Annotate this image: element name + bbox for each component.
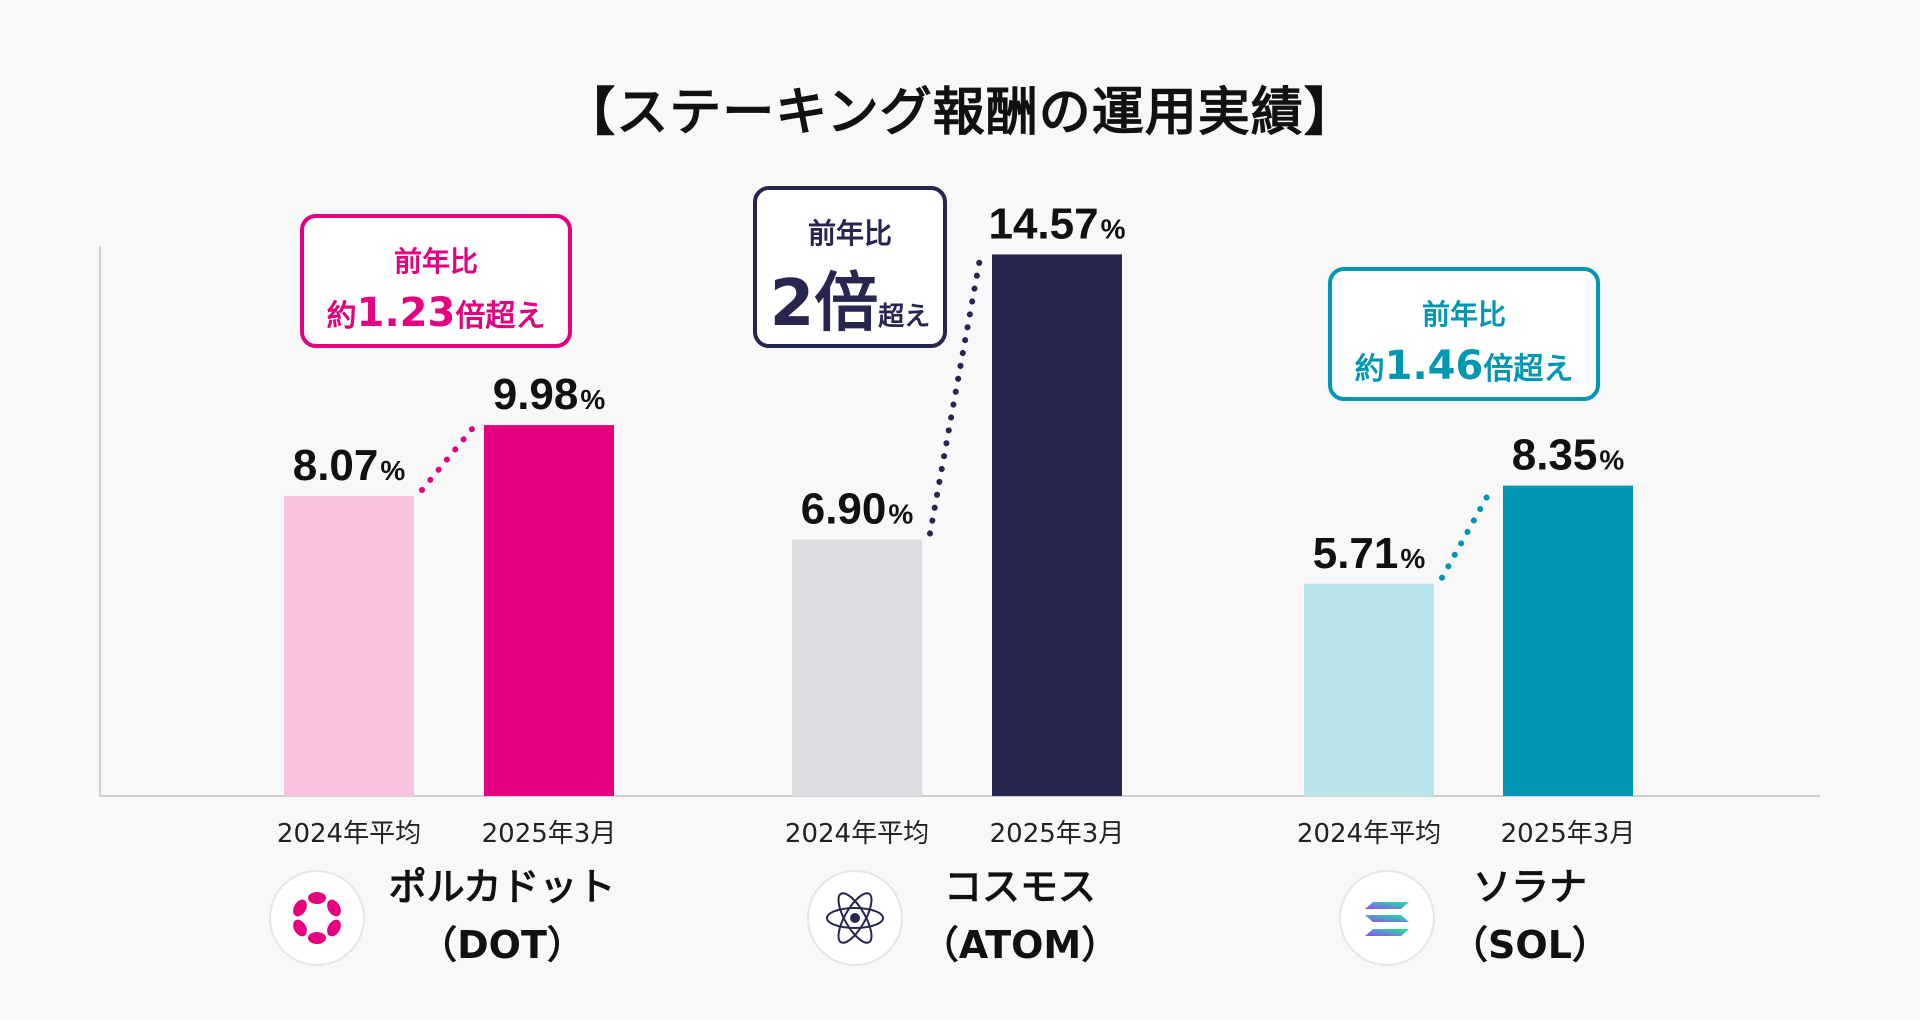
- dot-badge-prefix: 約: [326, 299, 357, 334]
- dot-growth-connector: [419, 426, 475, 494]
- dot-badge-suffix: 倍超え: [455, 299, 546, 334]
- sol-growth-connector: [1439, 486, 1494, 581]
- atom-badge-number: 2倍: [769, 267, 879, 341]
- sol-tick-label-2025: 2025年3月: [1501, 819, 1636, 849]
- dot-badge-line1: 前年比: [393, 245, 478, 278]
- sol-value-label-2025: 8.35%: [1512, 431, 1625, 480]
- atom-name: コスモス: [943, 865, 1096, 909]
- sol-value-label-2024: 5.71%: [1313, 529, 1426, 578]
- sol-coin-name: ソラナ （SOL）: [1430, 858, 1630, 974]
- dot-badge-number: 1.23: [356, 290, 456, 336]
- sol-badge-suffix: 倍超え: [1483, 352, 1574, 387]
- atom-bar-2025: [992, 254, 1122, 796]
- atom-coin-name: コスモス （ATOM）: [910, 858, 1130, 974]
- chart-tick-labels: 2024年平均 2025年3月 2024年平均 2025年3月 2024年平均 2025年…: [277, 819, 1635, 849]
- dot-name: ポルカドット: [388, 865, 616, 909]
- sol-badge-line1: 前年比: [1421, 298, 1506, 331]
- polkadot-logo-icon: [269, 870, 365, 966]
- dot-value-label-2025: 9.98%: [493, 370, 606, 419]
- sol-growth-badge: 前年比 約1.46倍超え: [1328, 267, 1600, 401]
- atom-badge-line1: 前年比: [807, 217, 892, 250]
- sol-badge-prefix: 約: [1354, 352, 1385, 387]
- atom-tick-label-2024: 2024年平均: [785, 819, 929, 849]
- sol-badge-number: 1.46: [1384, 343, 1484, 389]
- solana-logo-icon: [1339, 870, 1435, 966]
- sol-tick-label-2024: 2024年平均: [1297, 819, 1441, 849]
- cosmos-atom-logo-icon: [807, 870, 903, 966]
- sol-bar-2025: [1503, 485, 1633, 796]
- atom-tick-label-2025: 2025年3月: [990, 819, 1125, 849]
- sol-ticker: （SOL）: [1450, 923, 1610, 967]
- dot-ticker: （DOT）: [419, 923, 585, 967]
- chart-value-labels: 8.07% 9.98% 6.90% 14.57% 5.71% 8.35%: [293, 199, 1625, 577]
- chart-bars: [284, 254, 1633, 796]
- dot-bar-2024: [284, 496, 414, 796]
- atom-ticker: （ATOM）: [920, 923, 1120, 967]
- dot-growth-badge: 前年比 約1.23倍超え: [300, 214, 572, 348]
- dot-value-label-2024: 8.07%: [293, 441, 406, 490]
- atom-value-label-2025: 14.57%: [988, 199, 1125, 248]
- chart-connectors: [419, 255, 1494, 581]
- dot-tick-label-2024: 2024年平均: [277, 819, 421, 849]
- dot-coin-name: ポルカドット （DOT）: [372, 858, 632, 974]
- atom-growth-badge: 前年比 2倍超え: [753, 186, 947, 348]
- chart-title: 【ステーキング報酬の運用実績】: [563, 83, 1357, 143]
- dot-tick-label-2025: 2025年3月: [482, 819, 617, 849]
- atom-bar-2024: [792, 539, 922, 796]
- atom-badge-suffix: 超え: [878, 302, 931, 332]
- sol-bar-2024: [1304, 583, 1434, 796]
- sol-name: ソラナ: [1472, 865, 1587, 909]
- dot-bar-2025: [484, 425, 614, 796]
- atom-value-label-2024: 6.90%: [801, 485, 914, 534]
- atom-growth-connector: [927, 255, 983, 537]
